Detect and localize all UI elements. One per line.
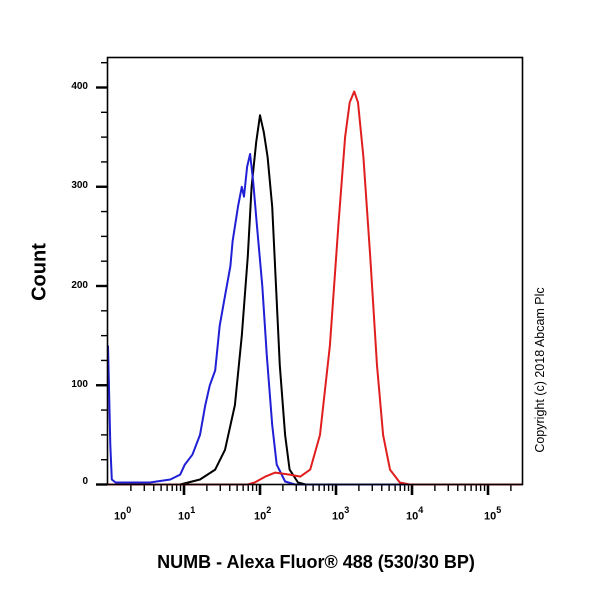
axes — [96, 61, 512, 495]
x-tick-label-1e0: 100 — [114, 505, 132, 523]
histogram-curves — [107, 90, 523, 486]
copyright-notice: Copyright (c) 2018 Abcam Plc — [533, 287, 547, 453]
x-tick-label-1e1: 101 — [178, 505, 196, 523]
x-tick-label-1e3: 103 — [332, 505, 350, 523]
y-tick-label-400: 400 — [71, 81, 88, 92]
curve-isotype-control — [107, 153, 523, 486]
plot-frame — [106, 56, 524, 486]
x-axis-label: NUMB - Alexa Fluor® 488 (530/30 BP) — [157, 552, 475, 572]
x-tick-label-1e2: 102 — [254, 505, 272, 523]
y-tick-label-100: 100 — [71, 379, 88, 390]
x-tick-label-1e4: 104 — [406, 505, 424, 523]
x-tick-label-1e5: 105 — [484, 505, 502, 523]
y-tick-label-300: 300 — [71, 180, 88, 191]
curve-numb-antibody — [108, 90, 523, 486]
y-tick-label-200: 200 — [71, 280, 88, 291]
y-axis-label: Count — [28, 243, 51, 301]
curve-unlabelled-control — [108, 114, 523, 486]
y-tick-label-0: 0 — [82, 476, 88, 487]
